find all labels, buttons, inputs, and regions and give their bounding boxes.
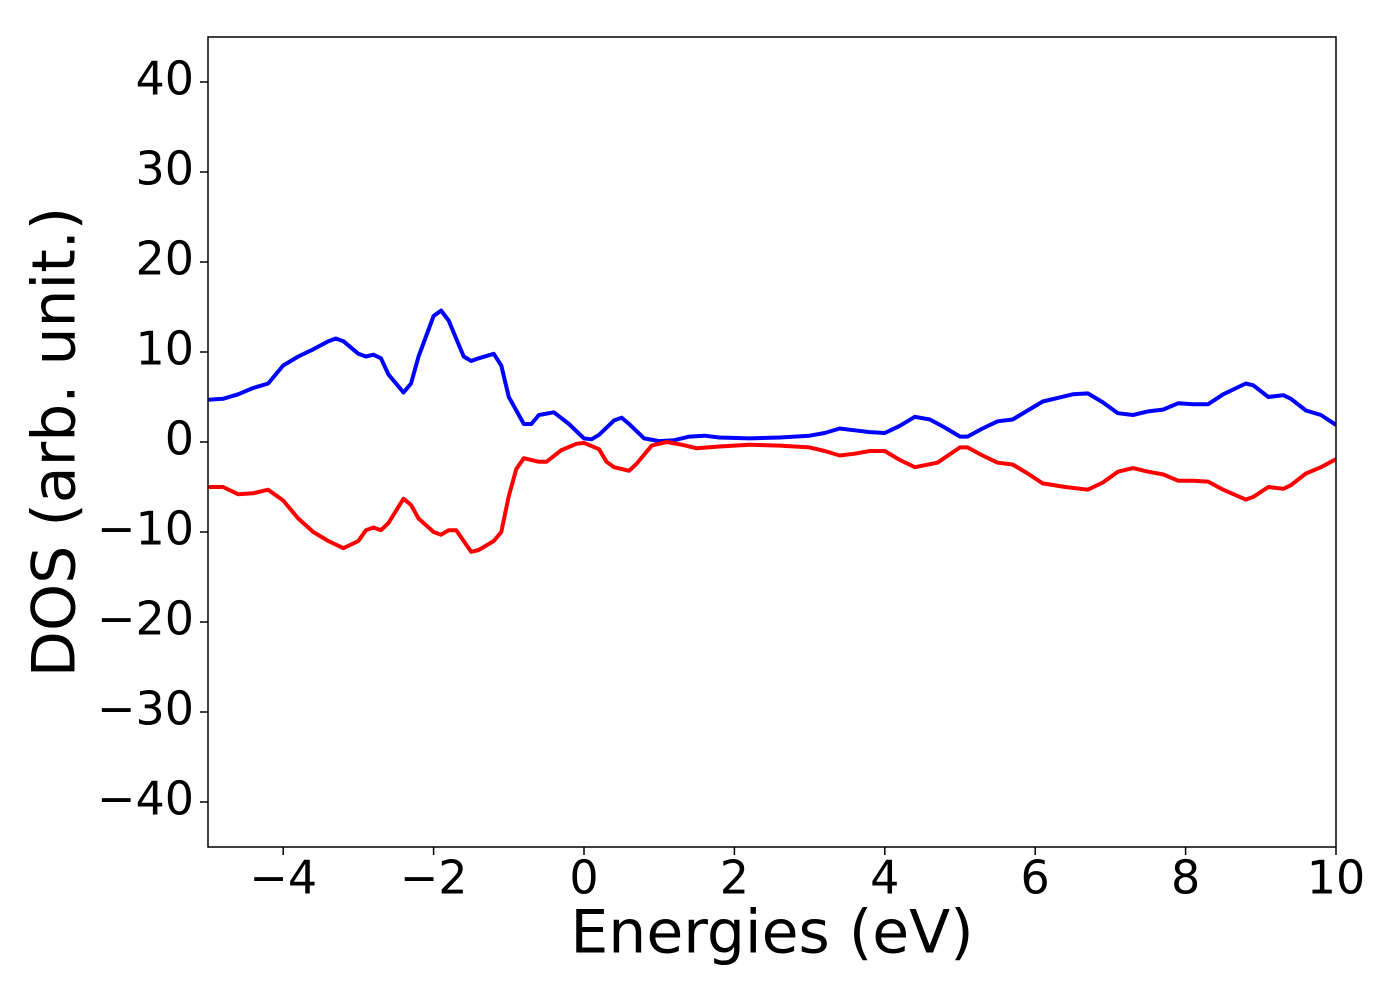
x-tick-label: 10 bbox=[1307, 851, 1366, 905]
x-tick-label: 0 bbox=[569, 851, 598, 905]
data-line bbox=[208, 440, 1336, 554]
x-tick-label: −4 bbox=[249, 851, 317, 905]
plot-frame bbox=[207, 36, 1337, 848]
y-tick-label: −40 bbox=[97, 772, 194, 826]
y-axis-label: DOS (arb. unit.) bbox=[20, 207, 90, 677]
y-tick-label: 40 bbox=[135, 52, 194, 106]
x-tick-label: −2 bbox=[400, 851, 468, 905]
y-tick-label: −10 bbox=[97, 502, 194, 556]
y-tick-label: 0 bbox=[165, 412, 194, 466]
x-axis-label: Energies (eV) bbox=[570, 898, 973, 968]
x-tick-label: 6 bbox=[1021, 851, 1050, 905]
y-tick-label: −30 bbox=[97, 682, 194, 736]
x-tick-label: 4 bbox=[870, 851, 899, 905]
x-tick-label: 2 bbox=[720, 851, 749, 905]
y-tick-label: −20 bbox=[97, 592, 194, 646]
data-line bbox=[208, 308, 1336, 444]
y-tick-label: 10 bbox=[135, 322, 194, 376]
y-tick-label: 30 bbox=[135, 142, 194, 196]
y-tick-label: 20 bbox=[135, 232, 194, 286]
x-tick-label: 8 bbox=[1171, 851, 1200, 905]
